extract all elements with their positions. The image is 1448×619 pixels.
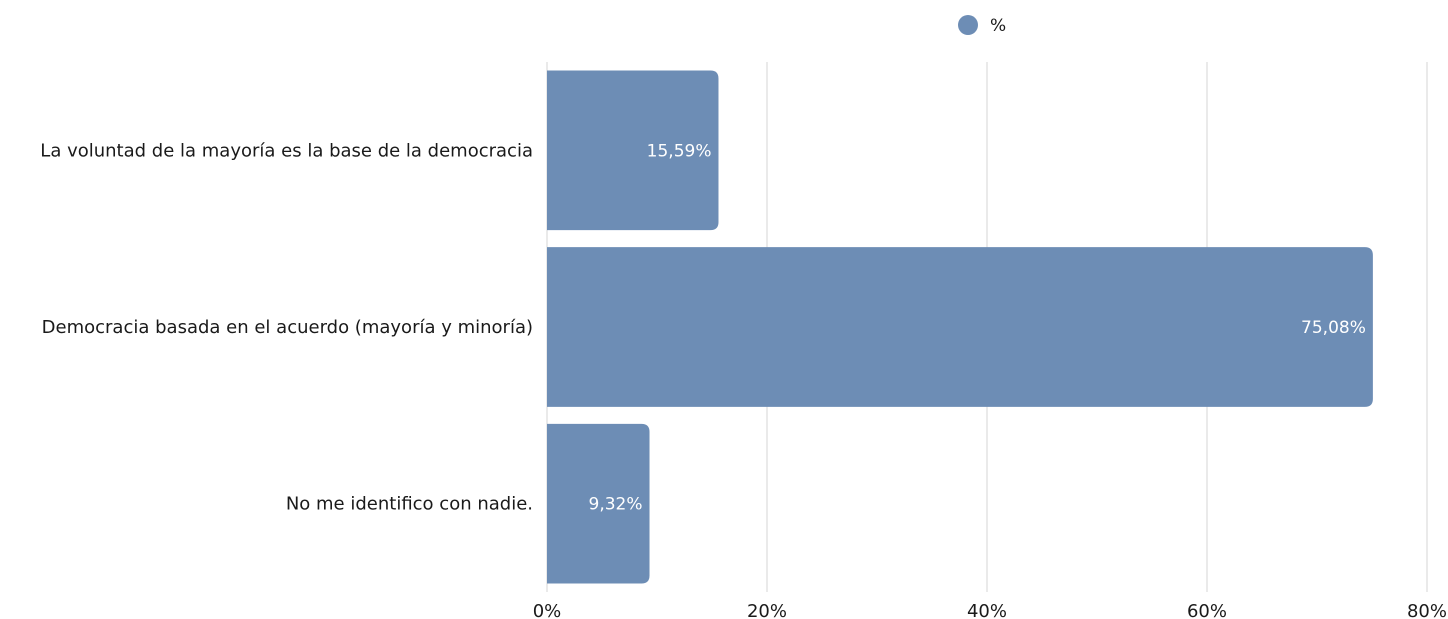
data-label: 9,32% xyxy=(589,495,643,515)
legend-label: % xyxy=(990,16,1006,36)
bar xyxy=(547,70,719,231)
x-tick-label: 20% xyxy=(747,601,787,619)
category-label: No me identifico con nadie. xyxy=(286,494,533,515)
x-axis-ticks: 0% 20% 40% 60% 80% xyxy=(533,601,1447,619)
bar xyxy=(547,423,650,584)
x-tick-label: 60% xyxy=(1187,601,1227,619)
x-tick-label: 80% xyxy=(1407,601,1447,619)
category-labels: La voluntad de la mayoría es la base de … xyxy=(40,140,533,514)
data-label: 75,08% xyxy=(1301,318,1366,338)
category-label: La voluntad de la mayoría es la base de … xyxy=(40,140,533,161)
data-label: 15,59% xyxy=(647,141,712,161)
legend-swatch xyxy=(958,15,978,35)
x-tick-label: 40% xyxy=(967,601,1007,619)
bar xyxy=(547,247,1373,407)
bars: 15,59% 75,08% 9,32% xyxy=(547,70,1373,584)
legend: % xyxy=(958,15,1006,36)
x-tick-label: 0% xyxy=(533,601,562,619)
category-label: Democracia basada en el acuerdo (mayoría… xyxy=(42,317,533,338)
